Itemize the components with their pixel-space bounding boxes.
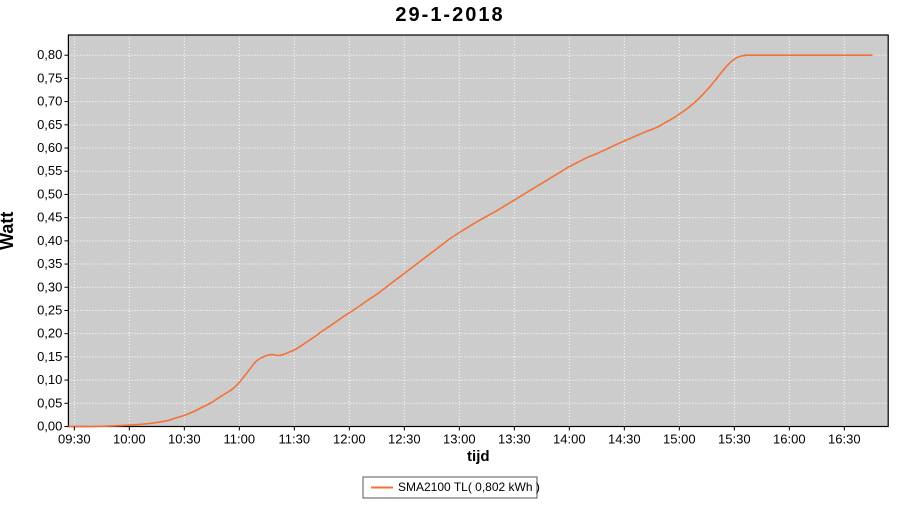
svg-text:0,60: 0,60: [37, 140, 62, 155]
svg-text:15:30: 15:30: [718, 432, 751, 447]
svg-text:14:00: 14:00: [553, 432, 586, 447]
svg-text:0,15: 0,15: [37, 349, 62, 364]
svg-text:0,75: 0,75: [37, 70, 62, 85]
svg-text:0,45: 0,45: [37, 210, 62, 225]
svg-text:13:00: 13:00: [443, 432, 476, 447]
svg-text:0,10: 0,10: [37, 372, 62, 387]
svg-text:10:00: 10:00: [113, 432, 146, 447]
svg-text:29-1-2018: 29-1-2018: [395, 4, 504, 26]
svg-text:SMA2100 TL( 0,802 kWh ): SMA2100 TL( 0,802 kWh ): [398, 480, 540, 494]
svg-text:0,05: 0,05: [37, 395, 62, 410]
svg-text:09:30: 09:30: [58, 432, 91, 447]
svg-text:0,70: 0,70: [37, 94, 62, 109]
svg-text:0,40: 0,40: [37, 233, 62, 248]
svg-text:0,20: 0,20: [37, 326, 62, 341]
svg-text:12:00: 12:00: [333, 432, 366, 447]
svg-text:15:00: 15:00: [663, 432, 696, 447]
svg-text:16:00: 16:00: [773, 432, 806, 447]
svg-text:0,25: 0,25: [37, 302, 62, 317]
svg-text:tijd: tijd: [467, 448, 490, 465]
svg-text:0,55: 0,55: [37, 163, 62, 178]
svg-text:0,65: 0,65: [37, 117, 62, 132]
svg-text:11:30: 11:30: [279, 432, 311, 447]
svg-text:12:30: 12:30: [388, 432, 421, 447]
svg-text:10:30: 10:30: [168, 432, 201, 447]
svg-text:14:30: 14:30: [608, 432, 641, 447]
svg-text:16:30: 16:30: [828, 432, 861, 447]
svg-text:0,35: 0,35: [37, 256, 62, 271]
svg-text:Watt: Watt: [0, 212, 17, 250]
svg-text:13:30: 13:30: [498, 432, 531, 447]
svg-text:0,80: 0,80: [37, 47, 62, 62]
svg-text:11:00: 11:00: [224, 432, 256, 447]
svg-text:0,50: 0,50: [37, 186, 62, 201]
svg-text:0,30: 0,30: [37, 279, 62, 294]
